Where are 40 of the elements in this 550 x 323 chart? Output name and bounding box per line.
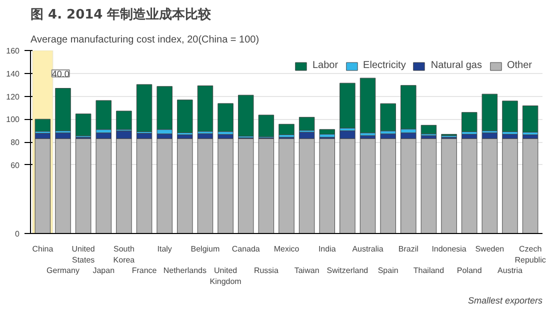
y-tick-label: 60: [10, 160, 20, 170]
x-tick-label: Belgium: [190, 244, 220, 254]
x-tick-label: China: [32, 244, 54, 254]
x-tick-label: Australia: [352, 244, 384, 254]
x-tick-label: Japan: [92, 266, 115, 276]
y-tick-label: 100: [6, 115, 20, 124]
text: Smallest exporters: [468, 296, 543, 306]
x-tick-label: Sweden: [475, 244, 504, 254]
legend-label: Natural gas: [430, 60, 482, 71]
x-tick-label: Thailand: [413, 266, 444, 276]
x-tick-label: Taiwan: [294, 266, 320, 276]
x-tick-label: Russia: [254, 266, 279, 276]
x-tick-label: Spain: [378, 266, 398, 276]
x-tick-label: South Korea: [113, 244, 136, 264]
x-tick-label: Netherlands: [163, 266, 206, 276]
x-tick-label: Italy: [157, 244, 172, 254]
x-tick-label: France: [132, 266, 158, 276]
annotation: 40.0: [52, 68, 70, 79]
legend-label: Labor: [312, 60, 338, 71]
x-tick-label: Germany: [46, 266, 80, 276]
x-tick-label: United Kingdom: [210, 266, 242, 286]
y-tick-label: 120: [6, 92, 20, 102]
y-axis-title: Average manufacturing cost index, 20(China = 100): [30, 34, 260, 46]
y-tick-label: 140: [6, 69, 20, 78]
legend-label: Electricity: [363, 60, 406, 71]
legend-label: Other: [506, 60, 532, 71]
chart-title: 图 4. 2014 年制造业成本比较: [30, 6, 212, 22]
y-tick-label: 160: [6, 46, 20, 56]
x-tick-label: United States: [72, 244, 95, 264]
x-tick-label: Mexico: [274, 244, 300, 254]
x-tick-label: Austria: [498, 266, 523, 276]
x-tick-label: Switzerland: [326, 266, 368, 276]
x-tick-label: Indonesia: [432, 244, 467, 254]
y-tick-label: 0: [15, 230, 20, 238]
x-tick-label: Czech Republic: [514, 244, 546, 264]
x-tick-label: India: [318, 244, 336, 254]
y-tick-label: 80: [10, 138, 20, 147]
x-tick-label: Poland: [456, 266, 482, 276]
x-tick-label: Brazil: [398, 244, 419, 254]
x-tick-label: Canada: [232, 244, 260, 254]
